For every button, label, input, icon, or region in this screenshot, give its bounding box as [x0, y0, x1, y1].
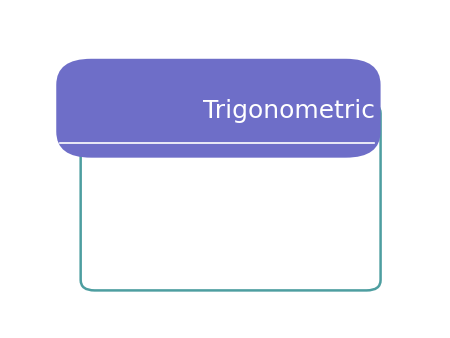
FancyBboxPatch shape: [56, 59, 381, 158]
FancyBboxPatch shape: [81, 103, 381, 290]
Text: Trigonometric Functions: Trigonometric Functions: [202, 99, 450, 123]
